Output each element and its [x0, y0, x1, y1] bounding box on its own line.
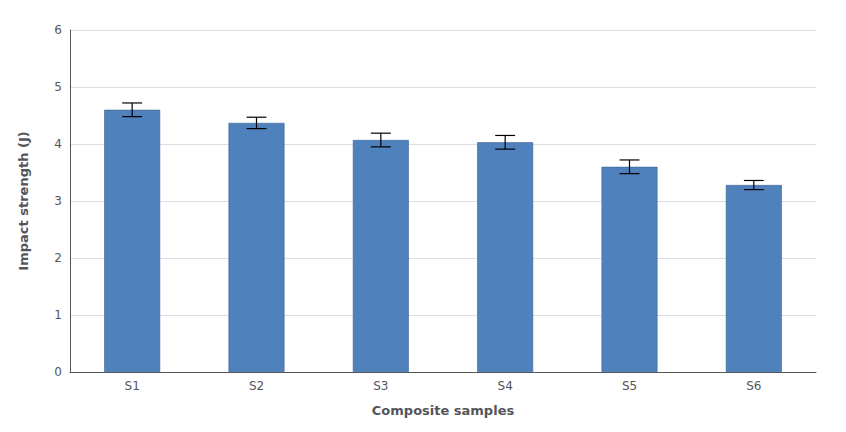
- svg-text:Composite samples: Composite samples: [372, 403, 515, 418]
- svg-text:S6: S6: [746, 379, 761, 393]
- svg-text:5: 5: [54, 80, 62, 94]
- svg-text:S5: S5: [622, 379, 637, 393]
- svg-text:S2: S2: [249, 379, 264, 393]
- svg-text:6: 6: [54, 23, 62, 37]
- svg-text:S4: S4: [498, 379, 513, 393]
- svg-text:1: 1: [54, 308, 62, 322]
- svg-text:S3: S3: [373, 379, 388, 393]
- svg-text:0: 0: [54, 365, 62, 379]
- svg-text:4: 4: [54, 137, 62, 151]
- svg-text:2: 2: [54, 251, 62, 265]
- svg-text:3: 3: [54, 194, 62, 208]
- svg-text:S1: S1: [125, 379, 140, 393]
- svg-text:Impact strength (J): Impact strength (J): [16, 131, 31, 270]
